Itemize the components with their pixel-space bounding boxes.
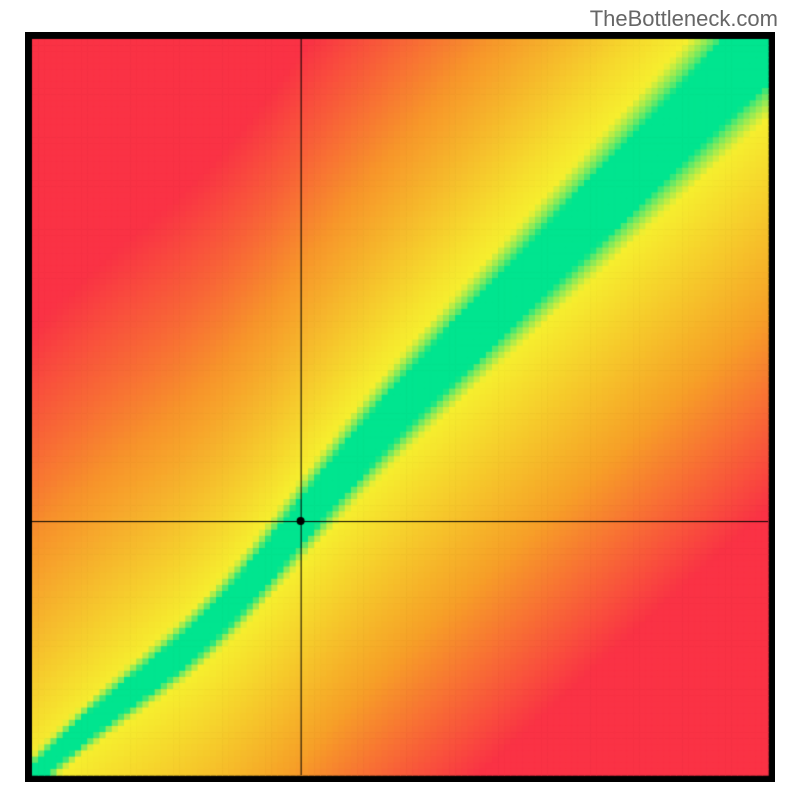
- chart-container: TheBottleneck.com: [0, 0, 800, 800]
- heatmap-canvas: [25, 32, 775, 782]
- watermark-text: TheBottleneck.com: [590, 6, 778, 32]
- plot-area: [25, 32, 775, 782]
